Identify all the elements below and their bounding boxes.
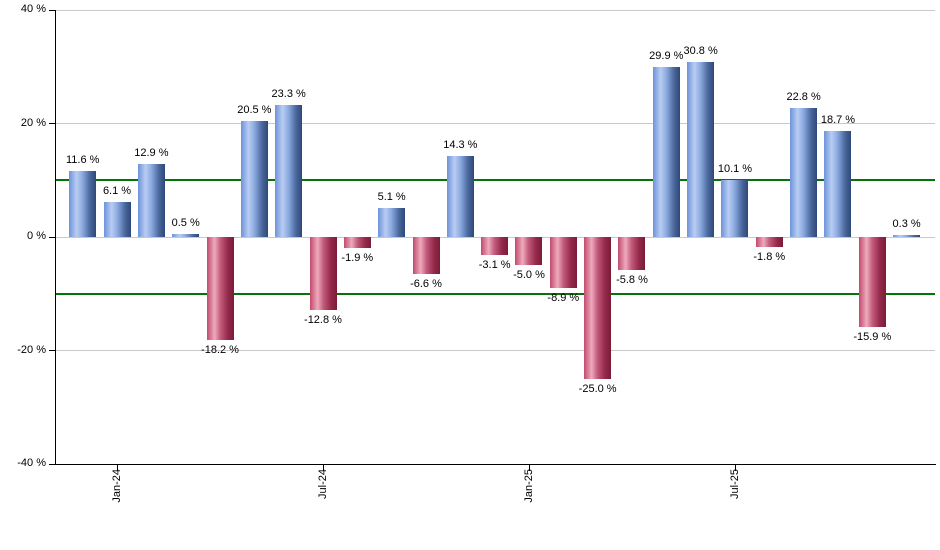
bar-positive: [893, 235, 921, 237]
bar-value-label: -5.0 %: [513, 269, 545, 282]
bar-positive: [652, 67, 680, 237]
bar-value-label: 5.1 %: [377, 191, 406, 204]
bar-positive: [275, 104, 303, 237]
bar-value-label: -1.9 %: [341, 251, 374, 264]
x-axis-tick: [528, 465, 530, 471]
y-axis-tick: [49, 123, 55, 124]
x-axis-tick-label: Jan-25: [522, 469, 535, 503]
gridline: [56, 350, 935, 351]
gridline: [56, 9, 935, 11]
bar-positive: [240, 120, 268, 237]
bar-negative: [343, 237, 371, 248]
x-axis-tick-label: Jul-25: [728, 469, 741, 499]
y-axis-tick-label: -20 %: [17, 343, 46, 356]
bar-value-label: 6.1 %: [102, 185, 132, 198]
bar-positive: [137, 163, 165, 237]
bar-positive: [446, 155, 474, 237]
bar-positive: [824, 130, 852, 237]
x-axis-tick: [323, 465, 324, 471]
y-axis-tick: [49, 236, 55, 238]
bar-value-label: -18.2 %: [201, 344, 239, 357]
x-axis-tick-label: Jul-24: [317, 469, 329, 499]
bar-value-label: -12.8 %: [304, 313, 342, 326]
bar-value-label: 22.8 %: [786, 90, 821, 103]
bar-value-label: -6.6 %: [410, 278, 442, 291]
bar-value-label: 30.8 %: [683, 45, 718, 58]
bar-positive: [378, 208, 406, 237]
bar-negative: [755, 237, 783, 248]
bar-negative: [549, 237, 577, 288]
bar-negative: [515, 237, 543, 266]
bar-negative: [206, 237, 234, 341]
bar-negative: [584, 237, 612, 379]
bar-value-label: 20.5 %: [237, 103, 272, 116]
bar-value-label: 18.7 %: [820, 113, 856, 126]
bar-positive: [103, 202, 131, 237]
y-axis-tick: [49, 463, 55, 465]
bar-positive: [69, 171, 97, 237]
threshold-line: [56, 179, 935, 182]
y-axis-tick: [49, 350, 55, 351]
threshold-line: [56, 292, 935, 295]
y-axis-tick-label: 0 %: [27, 230, 46, 242]
x-axis-line: [55, 464, 936, 465]
bar-value-label: -5.8 %: [616, 273, 648, 286]
bar-value-label: 12.9 %: [134, 146, 169, 159]
bar-value-label: 14.3 %: [443, 138, 478, 151]
bar-positive: [687, 62, 715, 237]
bar-negative: [481, 237, 509, 255]
bar-positive: [790, 107, 818, 237]
bar-value-label: 11.6 %: [65, 154, 100, 167]
y-axis-tick-label: 40 %: [20, 3, 46, 15]
gridline: [56, 123, 935, 124]
y-axis-tick-label: -40 %: [17, 457, 46, 469]
bar-value-label: 0.3 %: [892, 218, 921, 231]
y-axis-tick-label: 20 %: [20, 116, 46, 129]
bar-negative: [412, 237, 440, 275]
bar-value-label: -8.9 %: [547, 291, 580, 304]
bar-value-label: 23.3 %: [271, 87, 306, 100]
bar-value-label: 10.1 %: [717, 162, 753, 175]
bar-positive: [172, 234, 200, 237]
x-axis-tick: [734, 465, 736, 471]
bar-value-label: -25.0 %: [578, 382, 617, 395]
bar-value-label: -3.1 %: [478, 258, 511, 271]
bar-value-label: -15.9 %: [853, 331, 892, 344]
x-axis-tick-label: Jan-24: [111, 469, 124, 503]
bar-value-label: -1.8 %: [753, 251, 786, 264]
bar-negative: [309, 237, 337, 310]
bar-negative: [618, 237, 646, 270]
y-axis-line: [55, 10, 56, 464]
bar-negative: [858, 237, 886, 328]
bar-value-label: 0.5 %: [171, 217, 200, 230]
y-axis-tick: [49, 9, 55, 11]
x-axis-tick: [117, 465, 119, 471]
bar-value-label: 29.9 %: [649, 50, 684, 63]
bar-positive: [721, 179, 749, 237]
